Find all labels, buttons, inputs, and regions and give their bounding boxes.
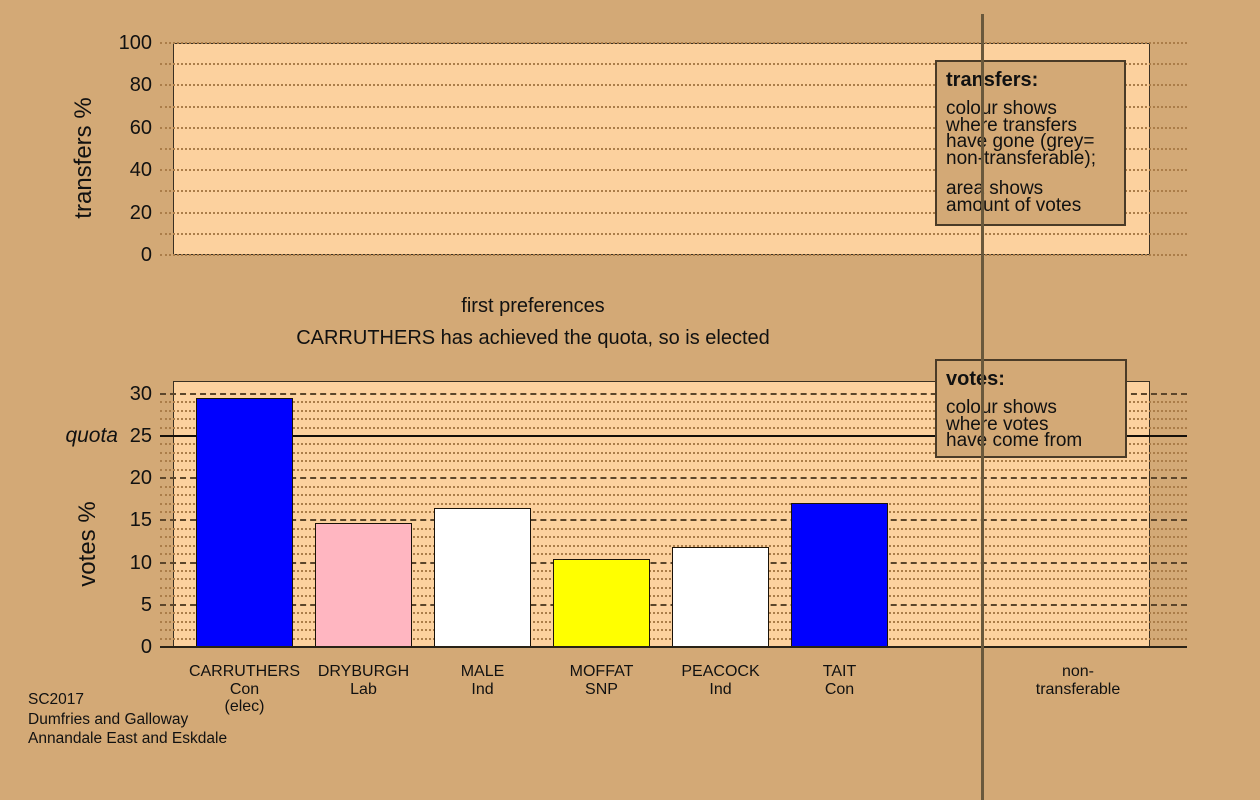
votes-gridline-17 (160, 502, 1187, 505)
votes-gridline-12 (160, 544, 1187, 547)
stage-caption: first preferences (461, 295, 605, 317)
status-caption: CARRUTHERS has achieved the quota, so is… (296, 327, 770, 349)
quota-label: quota (65, 424, 118, 447)
bar-moffat (553, 559, 650, 647)
transfers-legend: transfers: colour shows where transfers … (935, 60, 1126, 226)
votes-gridline-22 (160, 460, 1187, 463)
transfers-tick-40: 40 (129, 159, 152, 182)
transfers-tick-100: 100 (118, 32, 152, 54)
column-separator-line (981, 14, 984, 800)
transfers-gridline-60 (160, 126, 1187, 129)
transfers-legend-body-area: area shows amount of votes (946, 178, 1082, 216)
candidate-label-male: MALE Ind (460, 663, 505, 698)
votes-tick-25: 25 (129, 425, 152, 447)
source-election: SC2017 (28, 691, 85, 708)
transfers-gridline-30 (160, 190, 1187, 193)
candidate-label-dryburgh: DRYBURGH Lab (317, 663, 410, 698)
source-note: SC2017 Dumfries and Galloway Annandale E… (28, 690, 227, 749)
votes-gridline-16 (160, 510, 1187, 513)
votes-gridline-28 (160, 409, 1187, 412)
votes-gridline-18 (160, 494, 1187, 497)
bar-male (434, 507, 531, 647)
votes-gridline-14 (160, 527, 1187, 530)
transfers-gridline-40 (160, 169, 1187, 172)
bar-carruthers (196, 398, 293, 647)
votes-gridline-29 (160, 401, 1187, 404)
transfers-gridline-50 (160, 148, 1187, 150)
votes-gridline-13 (160, 536, 1187, 539)
votes-x-axis (160, 645, 1187, 648)
votes-tick-0: 0 (140, 636, 152, 658)
votes-gridline-27 (160, 418, 1187, 421)
source-ward: Annandale East and Eskdale (28, 730, 228, 747)
candidate-label-tait: TAIT Con (822, 663, 857, 698)
votes-gridline-26 (160, 426, 1187, 429)
transfers-gridline-20 (160, 211, 1187, 214)
source-council: Dumfries and Galloway (28, 710, 189, 728)
votes-tick-30: 30 (129, 382, 152, 405)
votes-gridline-23 (160, 451, 1187, 454)
transfers-gridline-70 (160, 105, 1187, 108)
transfers-axis-title: transfers % (70, 97, 97, 219)
votes-tick-15: 15 (129, 509, 152, 532)
transfers-tick-0: 0 (140, 244, 152, 266)
transfers-gridline-0 (160, 254, 1187, 256)
non-transferable-label: non- transferable (1035, 663, 1121, 698)
quota-line (160, 435, 1187, 437)
transfers-tick-20: 20 (129, 201, 152, 224)
transfers-gridline-90 (160, 63, 1187, 66)
transfers-legend-body-colour: colour shows where transfers have gone (… (946, 98, 1096, 169)
bar-tait (791, 502, 888, 647)
votes-gridline-19 (160, 485, 1187, 488)
votes-gridline-24 (160, 443, 1187, 446)
votes-legend-body: colour shows where votes have come from (946, 397, 1083, 451)
transfers-tick-80: 80 (129, 74, 152, 97)
votes-gridline-21 (160, 468, 1187, 471)
transfers-tick-60: 60 (129, 116, 152, 139)
candidate-label-carruthers: CARRUTHERS Con (elec) (188, 663, 301, 715)
transfers-legend-title: transfers: (946, 69, 1039, 91)
votes-axis-title: votes % (74, 501, 101, 587)
candidate-label-peacock: PEACOCK Ind (681, 663, 760, 698)
votes-gridline-15 (160, 519, 1187, 522)
votes-legend-title: votes: (946, 368, 1005, 390)
votes-gridline-20 (160, 477, 1187, 480)
transfers-gridline-80 (160, 84, 1187, 87)
votes-gridline-30 (160, 392, 1187, 395)
votes-tick-5: 5 (140, 593, 152, 616)
transfers-gridline-10 (160, 232, 1187, 235)
candidate-label-moffat: MOFFAT SNP (569, 663, 634, 698)
votes-tick-20: 20 (129, 467, 152, 490)
bar-peacock (672, 547, 769, 647)
votes-legend: votes: colour shows where votes have com… (935, 359, 1127, 458)
transfers-gridline-100 (160, 42, 1187, 44)
votes-tick-10: 10 (129, 551, 152, 574)
bar-dryburgh (315, 522, 412, 647)
